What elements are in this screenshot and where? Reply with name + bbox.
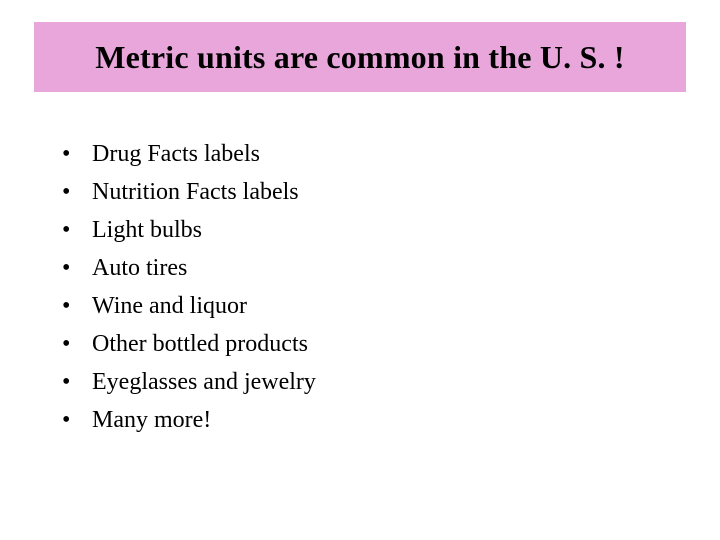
bullet-icon: • (62, 178, 92, 206)
list-item: • Light bulbs (62, 216, 316, 244)
list-item: • Many more! (62, 406, 316, 434)
bullet-icon: • (62, 368, 92, 396)
bullet-icon: • (62, 254, 92, 282)
list-item-label: Light bulbs (92, 216, 202, 244)
bullet-icon: • (62, 292, 92, 320)
list-item: • Wine and liquor (62, 292, 316, 320)
list-item: • Drug Facts labels (62, 140, 316, 168)
list-item-label: Wine and liquor (92, 292, 247, 320)
bullet-list: • Drug Facts labels • Nutrition Facts la… (62, 140, 316, 444)
title-box: Metric units are common in the U. S. ! (34, 22, 686, 92)
list-item-label: Many more! (92, 406, 211, 434)
list-item-label: Drug Facts labels (92, 140, 260, 168)
bullet-icon: • (62, 406, 92, 434)
list-item: • Auto tires (62, 254, 316, 282)
list-item-label: Auto tires (92, 254, 187, 282)
bullet-icon: • (62, 140, 92, 168)
bullet-icon: • (62, 216, 92, 244)
list-item: • Other bottled products (62, 330, 316, 358)
list-item-label: Other bottled products (92, 330, 308, 358)
list-item-label: Eyeglasses and jewelry (92, 368, 316, 396)
bullet-icon: • (62, 330, 92, 358)
list-item: • Nutrition Facts labels (62, 178, 316, 206)
list-item-label: Nutrition Facts labels (92, 178, 299, 206)
slide: Metric units are common in the U. S. ! •… (0, 0, 720, 540)
slide-title: Metric units are common in the U. S. ! (95, 39, 625, 76)
list-item: • Eyeglasses and jewelry (62, 368, 316, 396)
